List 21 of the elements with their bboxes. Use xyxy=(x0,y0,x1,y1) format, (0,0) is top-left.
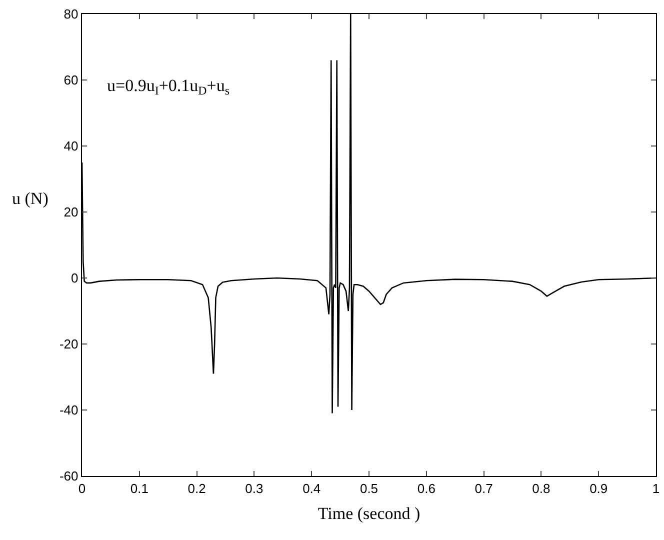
y-tick-label: -40 xyxy=(59,402,78,418)
x-tick-label: 0.7 xyxy=(474,480,493,496)
x-tick-label: 0.9 xyxy=(590,480,608,496)
y-tick-label: 40 xyxy=(64,138,78,154)
y-tick-label: -20 xyxy=(59,336,78,352)
x-tick-label: 0.8 xyxy=(532,480,550,496)
x-tick-label: 0.6 xyxy=(417,480,436,496)
x-axis-title: Time (second ) xyxy=(318,504,420,524)
y-tick-label: 80 xyxy=(64,6,78,22)
x-tick-label: 1 xyxy=(652,480,660,496)
x-tick-label: 0.2 xyxy=(188,480,206,496)
x-tick-label: 0.5 xyxy=(360,480,378,496)
x-tick-label: 0.1 xyxy=(130,480,148,496)
y-tick-label: 60 xyxy=(64,72,78,88)
x-tick-label: 0.4 xyxy=(302,480,321,496)
y-tick-label: 0 xyxy=(71,270,78,286)
y-tick-label: 20 xyxy=(64,204,78,220)
y-axis-title: u (N) xyxy=(12,189,48,208)
y-tick-label: -60 xyxy=(59,468,78,484)
x-tick-label: 0.3 xyxy=(245,480,264,496)
annotation: u=0.9u$_{I}$+0.1u$_{D}$+u$_{s}$ xyxy=(107,76,230,98)
